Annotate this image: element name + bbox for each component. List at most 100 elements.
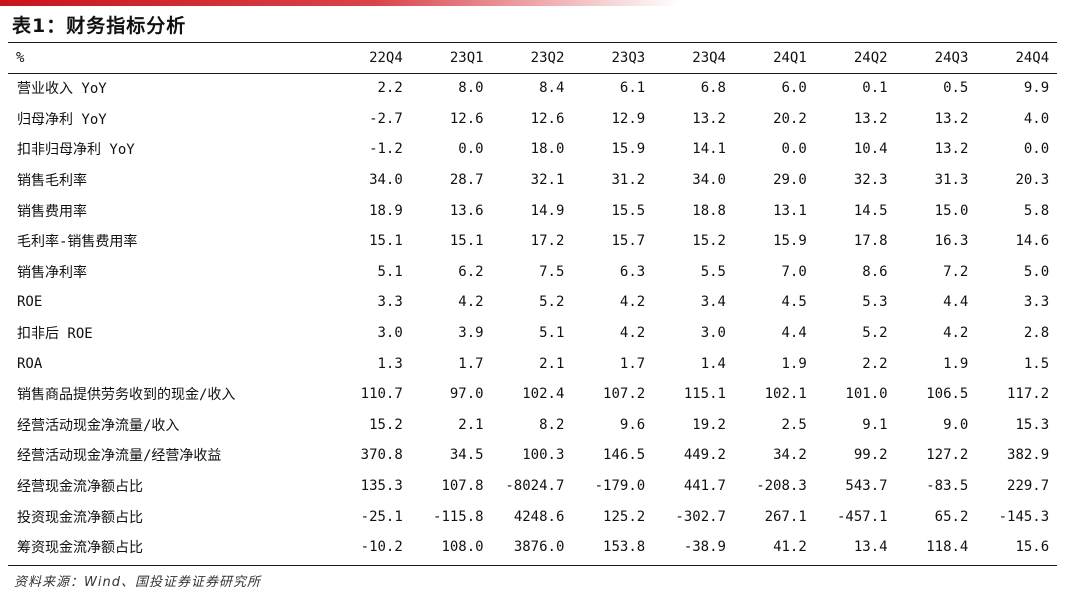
table-row: 销售毛利率 34.0 28.7 32.1 31.2 34.0 29.0 32.3 31.3 20.… [8, 165, 1057, 196]
table-row: 经营活动现金净流量/经营净收益 370.8 34.5 100.3 146.5 449.2 3… [8, 440, 1057, 471]
table-cell: 0.1 [862, 80, 888, 97]
column-header: 23Q2 [530, 50, 565, 66]
table-row: 销售净利率 5.1 6.2 7.5 6.3 5.5 7.0 8.6 7.2 5.0 [8, 257, 1057, 288]
table-cell: 118.4 [926, 539, 969, 556]
table-cell: 18.8 [692, 202, 726, 219]
table-cell: 97.0 [449, 386, 484, 403]
table-cell: 110.7 [360, 386, 403, 403]
table-cell: 7.5 [539, 263, 565, 280]
table-cell: 125.2 [603, 508, 646, 525]
table-cell: 2.1 [539, 355, 565, 372]
table-cell: 4.2 [619, 294, 646, 311]
table-row: 筹资现金流净额占比 -10.2 108.0 3876.0 153.8 -38.9 41.2 1… [8, 532, 1057, 563]
table-cell: 2.2 [377, 80, 403, 97]
table-cell: 2.2 [862, 355, 888, 372]
table-cell: 2.8 [1023, 325, 1050, 342]
table-cell: 0.5 [943, 80, 969, 97]
table-row: 营业收入 YoY 2.2 8.0 8.4 6.1 6.8 6.0 0.1 0.5 9.9 [8, 73, 1057, 104]
table-header-row: % 22Q4 23Q1 23Q2 23Q3 23Q4 24Q1 24Q2 24Q… [8, 43, 1057, 73]
table-cell: 3.9 [458, 325, 484, 342]
table-cell: 14.9 [530, 202, 565, 219]
table-cell: 6.8 [700, 80, 726, 97]
table-cell: -2.7 [369, 110, 403, 127]
table-cell: 14.6 [1015, 233, 1050, 250]
table-cell: 29.0 [773, 172, 807, 189]
table-cell: 0.0 [1023, 141, 1050, 158]
table-cell: 543.7 [845, 478, 888, 495]
row-label: 投资现金流净额占比 [17, 509, 143, 526]
table-cell: 4.0 [1023, 110, 1050, 127]
table-cell: 117.2 [1007, 386, 1050, 403]
table-cell: 102.1 [764, 386, 807, 403]
table-bottom-rule [8, 565, 1057, 566]
table-cell: -8024.7 [505, 478, 565, 495]
table-cell: 267.1 [764, 508, 807, 525]
table-cell: 8.4 [539, 80, 565, 97]
source-note: 资料来源：Wind、国投证券证券研究所 [14, 575, 261, 590]
table-cell: 6.2 [458, 263, 484, 280]
table-cell: 15.2 [692, 233, 726, 250]
table-cell: 1.9 [943, 355, 969, 372]
table-cell: 19.2 [692, 416, 726, 433]
table-cell: 4.2 [619, 325, 646, 342]
table-cell: 14.5 [853, 202, 888, 219]
financial-metrics-table: % 22Q4 23Q1 23Q2 23Q3 23Q4 24Q1 24Q2 24Q… [8, 43, 1057, 563]
table-cell: 106.5 [926, 386, 969, 403]
table-cell: 17.8 [853, 233, 888, 250]
table-cell: 9.6 [619, 416, 646, 433]
table-cell: 9.0 [943, 416, 969, 433]
table-cell: 1.7 [619, 355, 646, 372]
table-cell: 34.0 [692, 172, 726, 189]
table-cell: 18.9 [369, 202, 403, 219]
table-cell: -302.7 [675, 508, 726, 525]
table-row: 经营现金流净额占比 135.3 107.8 -8024.7 -179.0 441.7 -20… [8, 471, 1057, 502]
column-header: 24Q1 [773, 50, 807, 66]
table-cell: -1.2 [369, 141, 403, 158]
row-label: 毛利率-销售费用率 [17, 234, 138, 251]
row-label: 经营活动现金净流量/收入 [17, 417, 180, 434]
table-cell: 4.2 [458, 294, 484, 311]
table-cell: 1.3 [377, 355, 403, 372]
row-label: 经营现金流净额占比 [17, 479, 143, 496]
table-cell: 6.1 [619, 80, 646, 97]
table-cell: 9.1 [862, 416, 888, 433]
table-cell: 99.2 [853, 447, 888, 464]
table-cell: 34.0 [369, 172, 403, 189]
table-cell: 229.7 [1007, 478, 1050, 495]
table-cell: 20.3 [1015, 172, 1050, 189]
table-cell: 3.3 [1023, 294, 1050, 311]
table-cell: 14.1 [692, 141, 726, 158]
table-cell: 4248.6 [513, 508, 565, 525]
table-cell: 15.5 [611, 202, 646, 219]
table-cell: 15.2 [369, 416, 403, 433]
unit-header: % [16, 50, 25, 66]
table-cell: 5.1 [377, 263, 403, 280]
table-cell: 146.5 [603, 447, 646, 464]
row-label: 筹资现金流净额占比 [17, 540, 143, 557]
table-cell: 18.0 [530, 141, 565, 158]
table-cell: 449.2 [683, 447, 726, 464]
table-cell: 153.8 [603, 539, 646, 556]
table-cell: -38.9 [683, 539, 726, 556]
table-cell: 1.7 [458, 355, 484, 372]
table-cell: 7.2 [943, 263, 969, 280]
row-label: ROA [17, 355, 43, 372]
table-cell: 3.4 [700, 294, 726, 311]
table-cell: 5.2 [539, 294, 565, 311]
table-cell: 0.0 [781, 141, 807, 158]
row-label: 归母净利 YoY [17, 111, 107, 128]
table-cell: 15.1 [369, 233, 403, 250]
table-cell: 28.7 [449, 172, 484, 189]
table-cell: 107.2 [603, 386, 646, 403]
row-label: ROE [17, 294, 43, 311]
table-cell: 107.8 [441, 478, 484, 495]
table-cell: 13.1 [773, 202, 807, 219]
table-cell: 2.5 [781, 416, 807, 433]
table-cell: 5.5 [700, 263, 726, 280]
table-cell: 2.1 [458, 416, 484, 433]
table-row: 扣非后 ROE 3.0 3.9 5.1 4.2 3.0 4.4 5.2 4.2 2.8 [8, 318, 1057, 349]
table-cell: 6.0 [781, 80, 807, 97]
table-cell: 3.3 [377, 294, 403, 311]
row-label: 经营活动现金净流量/经营净收益 [17, 448, 222, 465]
table-cell: 135.3 [360, 478, 403, 495]
